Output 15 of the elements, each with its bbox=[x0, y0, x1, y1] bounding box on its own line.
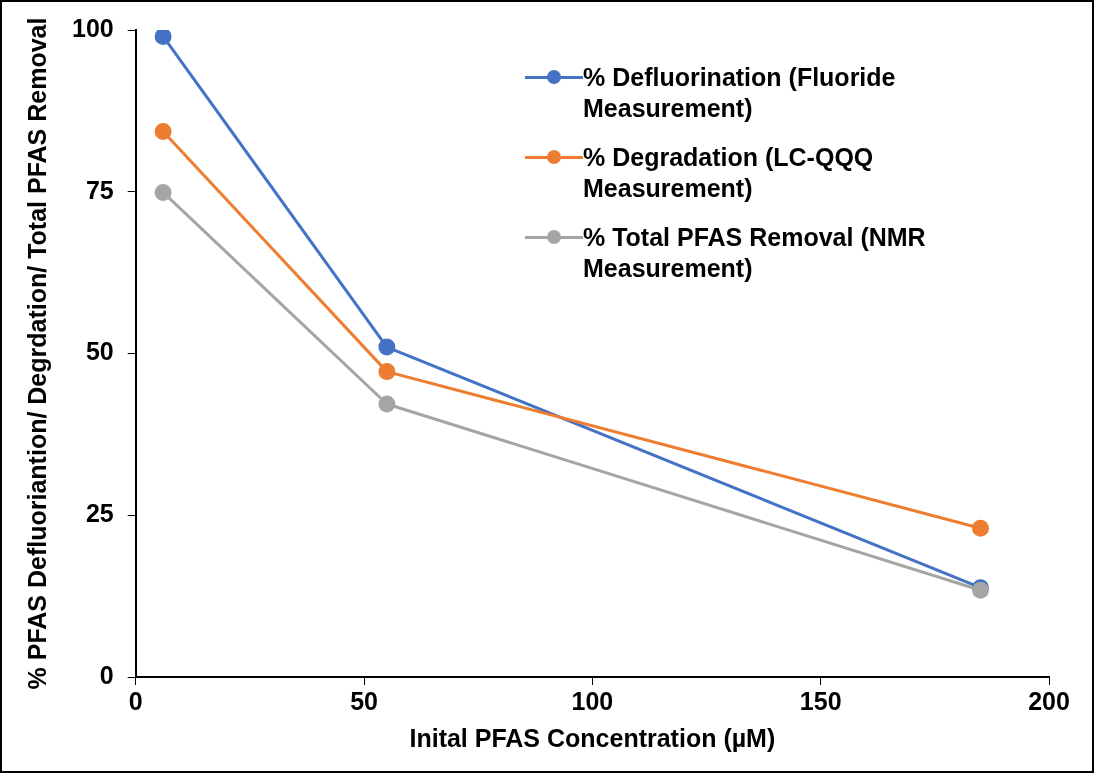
legend-label: % Total PFAS Removal (NMR Measurement) bbox=[583, 222, 927, 284]
legend-label: % Degradation (LC-QQQ Measurement) bbox=[583, 142, 875, 204]
x-tick-label: 0 bbox=[128, 686, 143, 715]
y-tick-label: 50 bbox=[85, 337, 114, 366]
x-tick-label: 200 bbox=[1028, 686, 1070, 715]
x-tick-label: 100 bbox=[571, 686, 614, 715]
x-tick-label: 50 bbox=[350, 686, 378, 715]
y-tick-label: 25 bbox=[85, 499, 114, 528]
y-axis-title: % PFAS Defluoriantion/ Degrdation/ Total PFAS Removal bbox=[22, 17, 51, 690]
x-tick-label: 150 bbox=[799, 686, 842, 715]
y-tick-label: 75 bbox=[85, 175, 114, 204]
x-axis-title: Inital PFAS Concentration (µM) bbox=[409, 723, 776, 752]
legend-label: % Defluorination (Fluoride Measurement) bbox=[583, 62, 897, 124]
y-tick-label: 0 bbox=[99, 660, 114, 689]
y-tick-label: 100 bbox=[71, 13, 114, 42]
